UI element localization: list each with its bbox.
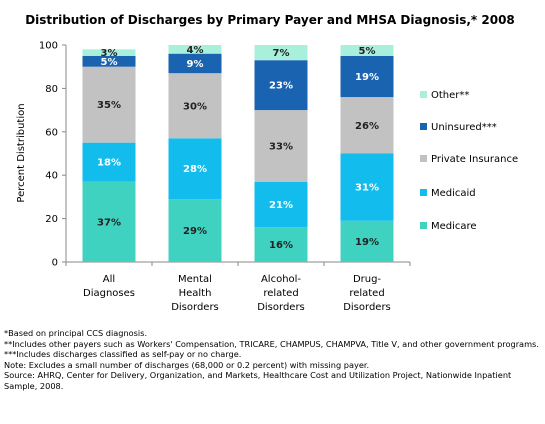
bar-segment bbox=[340, 55, 394, 98]
legend-swatch bbox=[420, 189, 427, 196]
footnote-diagnosis: *Based on principal CCS diagnosis. bbox=[4, 328, 148, 338]
x-category-label: Drug-related Disorders bbox=[343, 274, 391, 313]
x-category-label-line: Disorders bbox=[343, 302, 391, 313]
footnote-source: Source: AHRQ, Center for Delivery, Organ… bbox=[4, 370, 512, 391]
legend-label: Uninsured*** bbox=[431, 122, 497, 133]
chart-title: Distribution of Discharges by Primary Pa… bbox=[25, 13, 515, 27]
legend-label: Other** bbox=[431, 90, 469, 101]
data-label: 33% bbox=[269, 141, 293, 152]
bar-segment bbox=[168, 53, 222, 74]
data-label: 23% bbox=[269, 81, 293, 92]
bar-segment bbox=[82, 66, 136, 143]
data-label: 31% bbox=[355, 183, 379, 194]
y-tick-label: 100 bbox=[39, 41, 58, 52]
y-tick-label: 40 bbox=[45, 171, 58, 182]
legend-label: Medicare bbox=[431, 221, 477, 232]
bar-segment bbox=[254, 60, 308, 111]
data-label: 9% bbox=[187, 59, 204, 70]
data-label: 29% bbox=[183, 226, 207, 237]
x-category-label-line: Health bbox=[179, 288, 212, 299]
x-category-label: Mental Health Disorders bbox=[171, 274, 219, 313]
legend-swatch bbox=[420, 155, 427, 162]
y-tick-label: 0 bbox=[52, 258, 58, 269]
data-label: 18% bbox=[97, 158, 121, 169]
y-tick-label: 20 bbox=[45, 214, 58, 225]
bar-segment bbox=[254, 227, 308, 262]
x-category-label-line: Mental bbox=[178, 274, 212, 285]
legend-label: Private Insurance bbox=[431, 154, 518, 165]
data-label: 21% bbox=[269, 200, 293, 211]
x-category-label-line: All bbox=[103, 274, 115, 285]
bar-segment bbox=[254, 181, 308, 228]
x-category-label-line: Alcohol- bbox=[261, 274, 301, 285]
x-category-label-line: Disorders bbox=[171, 302, 219, 313]
x-category-label: Alcohol-related Disorders bbox=[257, 274, 305, 313]
x-category-label-line: related bbox=[349, 288, 384, 299]
data-label: 26% bbox=[355, 121, 379, 132]
bar-segment bbox=[168, 73, 222, 139]
y-tick-label: 80 bbox=[45, 84, 58, 95]
y-axis-label: Percent Distribution bbox=[16, 103, 27, 202]
bar-segment bbox=[82, 49, 136, 56]
x-category-label-line: Disorders bbox=[257, 302, 305, 313]
data-label: 28% bbox=[183, 164, 207, 175]
data-label: 37% bbox=[97, 217, 121, 228]
bar-segment bbox=[82, 142, 136, 182]
x-category-label-line: Drug- bbox=[353, 274, 381, 285]
data-label: 19% bbox=[355, 237, 379, 248]
bar-segment bbox=[82, 181, 136, 262]
x-category-label-line: related bbox=[263, 288, 298, 299]
bar-segment bbox=[254, 110, 308, 182]
x-category-label: All Diagnoses bbox=[83, 274, 135, 299]
data-label: 35% bbox=[97, 100, 121, 111]
x-category-label-line: Diagnoses bbox=[83, 288, 135, 299]
data-label: 5% bbox=[101, 57, 118, 68]
footnote-other-payers: **Includes other payers such as Workers'… bbox=[4, 338, 539, 349]
legend-label: Medicaid bbox=[431, 188, 476, 199]
bar-segment bbox=[168, 138, 222, 200]
bar-segment bbox=[340, 220, 394, 262]
footnote-uninsured: ***Includes discharges classified as sel… bbox=[4, 349, 242, 360]
y-tick-label: 60 bbox=[45, 127, 58, 138]
data-label: 19% bbox=[355, 72, 379, 83]
data-label: 4% bbox=[187, 45, 204, 56]
footnotes: *Based on principal CCS diagnosis. **Inc… bbox=[4, 328, 542, 392]
data-label: 16% bbox=[269, 240, 293, 251]
bar-segment bbox=[168, 45, 222, 54]
bar-segment bbox=[168, 199, 222, 262]
footnote-missing-payer: Note: Excludes a small number of dischar… bbox=[4, 359, 370, 370]
legend: Other** Uninsured*** Private Insurance Medi… bbox=[420, 90, 518, 232]
bar-segment bbox=[340, 153, 394, 221]
data-label: 7% bbox=[273, 48, 290, 59]
bar-segment bbox=[340, 97, 394, 154]
bar-segment bbox=[254, 45, 308, 61]
legend-swatch bbox=[420, 123, 427, 130]
data-label: 5% bbox=[359, 46, 376, 57]
data-label: 30% bbox=[183, 101, 207, 112]
bar-segment bbox=[82, 55, 136, 67]
bar-segment bbox=[340, 45, 394, 56]
legend-swatch bbox=[420, 91, 427, 98]
legend-swatch bbox=[420, 222, 427, 229]
stacked-bar-chart: Distribution of Discharges by Primary Pa… bbox=[16, 13, 518, 313]
data-label: 3% bbox=[101, 48, 118, 59]
